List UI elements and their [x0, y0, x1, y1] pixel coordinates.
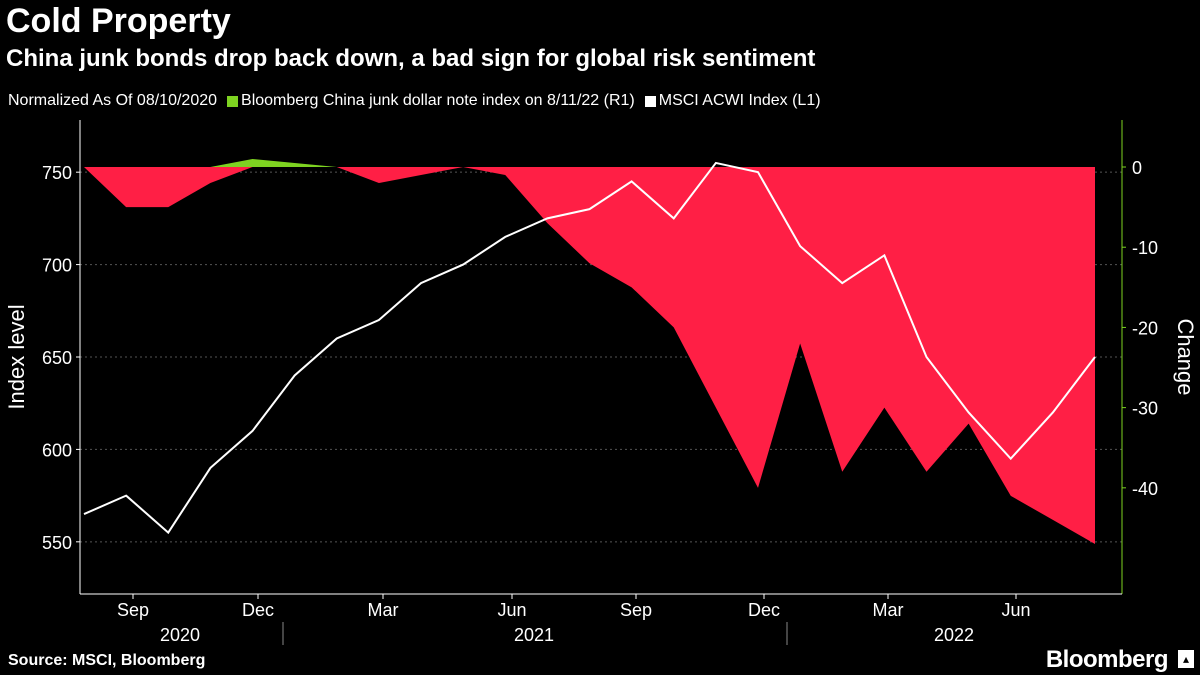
year-label-2022: 2022 — [934, 625, 974, 645]
right-tick--40: -40 — [1132, 479, 1158, 499]
chart-title: Cold Property — [6, 2, 231, 40]
legend-swatch-junk — [227, 95, 239, 107]
legend-swatch-msci — [644, 95, 656, 107]
bloomberg-logo: Bloomberg — [1045, 646, 1169, 673]
x-tick-4: Sep — [620, 600, 652, 620]
year-label-2020: 2020 — [160, 625, 200, 645]
left-tick-750: 750 — [42, 163, 72, 183]
legend-msci-label: MSCI ACWI Index (L1) — [658, 92, 821, 109]
x-tick-0: Sep — [117, 600, 149, 620]
x-tick-7: Jun — [1001, 600, 1030, 620]
msci-line — [83, 161, 1096, 535]
chart-subtitle: China junk bonds drop back down, a bad s… — [6, 45, 816, 72]
year-label-2021: 2021 — [514, 625, 554, 645]
left-tick-550: 550 — [42, 533, 72, 553]
x-tick-1: Dec — [242, 600, 274, 620]
x-tick-2: Mar — [368, 600, 399, 620]
legend: Normalized As Of 08/10/2020 Bloomberg Ch… — [8, 92, 821, 110]
right-tick--20: -20 — [1132, 318, 1158, 338]
legend-junk-label: Bloomberg China junk dollar note index o… — [241, 92, 635, 109]
right-tick--30: -30 — [1132, 399, 1158, 419]
bloomberg-logo-mark: ▴ — [1178, 650, 1194, 668]
source-note: Source: MSCI, Bloomberg — [8, 652, 206, 669]
x-tick-5: Dec — [748, 600, 780, 620]
x-tick-6: Mar — [873, 600, 904, 620]
legend-normalized: Normalized As Of 08/10/2020 — [8, 92, 218, 109]
left-tick-700: 700 — [42, 256, 72, 276]
left-tick-650: 650 — [42, 348, 72, 368]
junk-area-positive — [84, 158, 1095, 167]
right-tick--10: -10 — [1132, 238, 1158, 258]
junk-area-negative — [84, 167, 1095, 544]
x-tick-3: Jun — [497, 600, 526, 620]
left-axis-title: Index level — [4, 304, 29, 409]
right-tick-0: 0 — [1132, 158, 1142, 178]
right-axis-title: Change — [1173, 318, 1198, 395]
left-tick-600: 600 — [42, 440, 72, 460]
